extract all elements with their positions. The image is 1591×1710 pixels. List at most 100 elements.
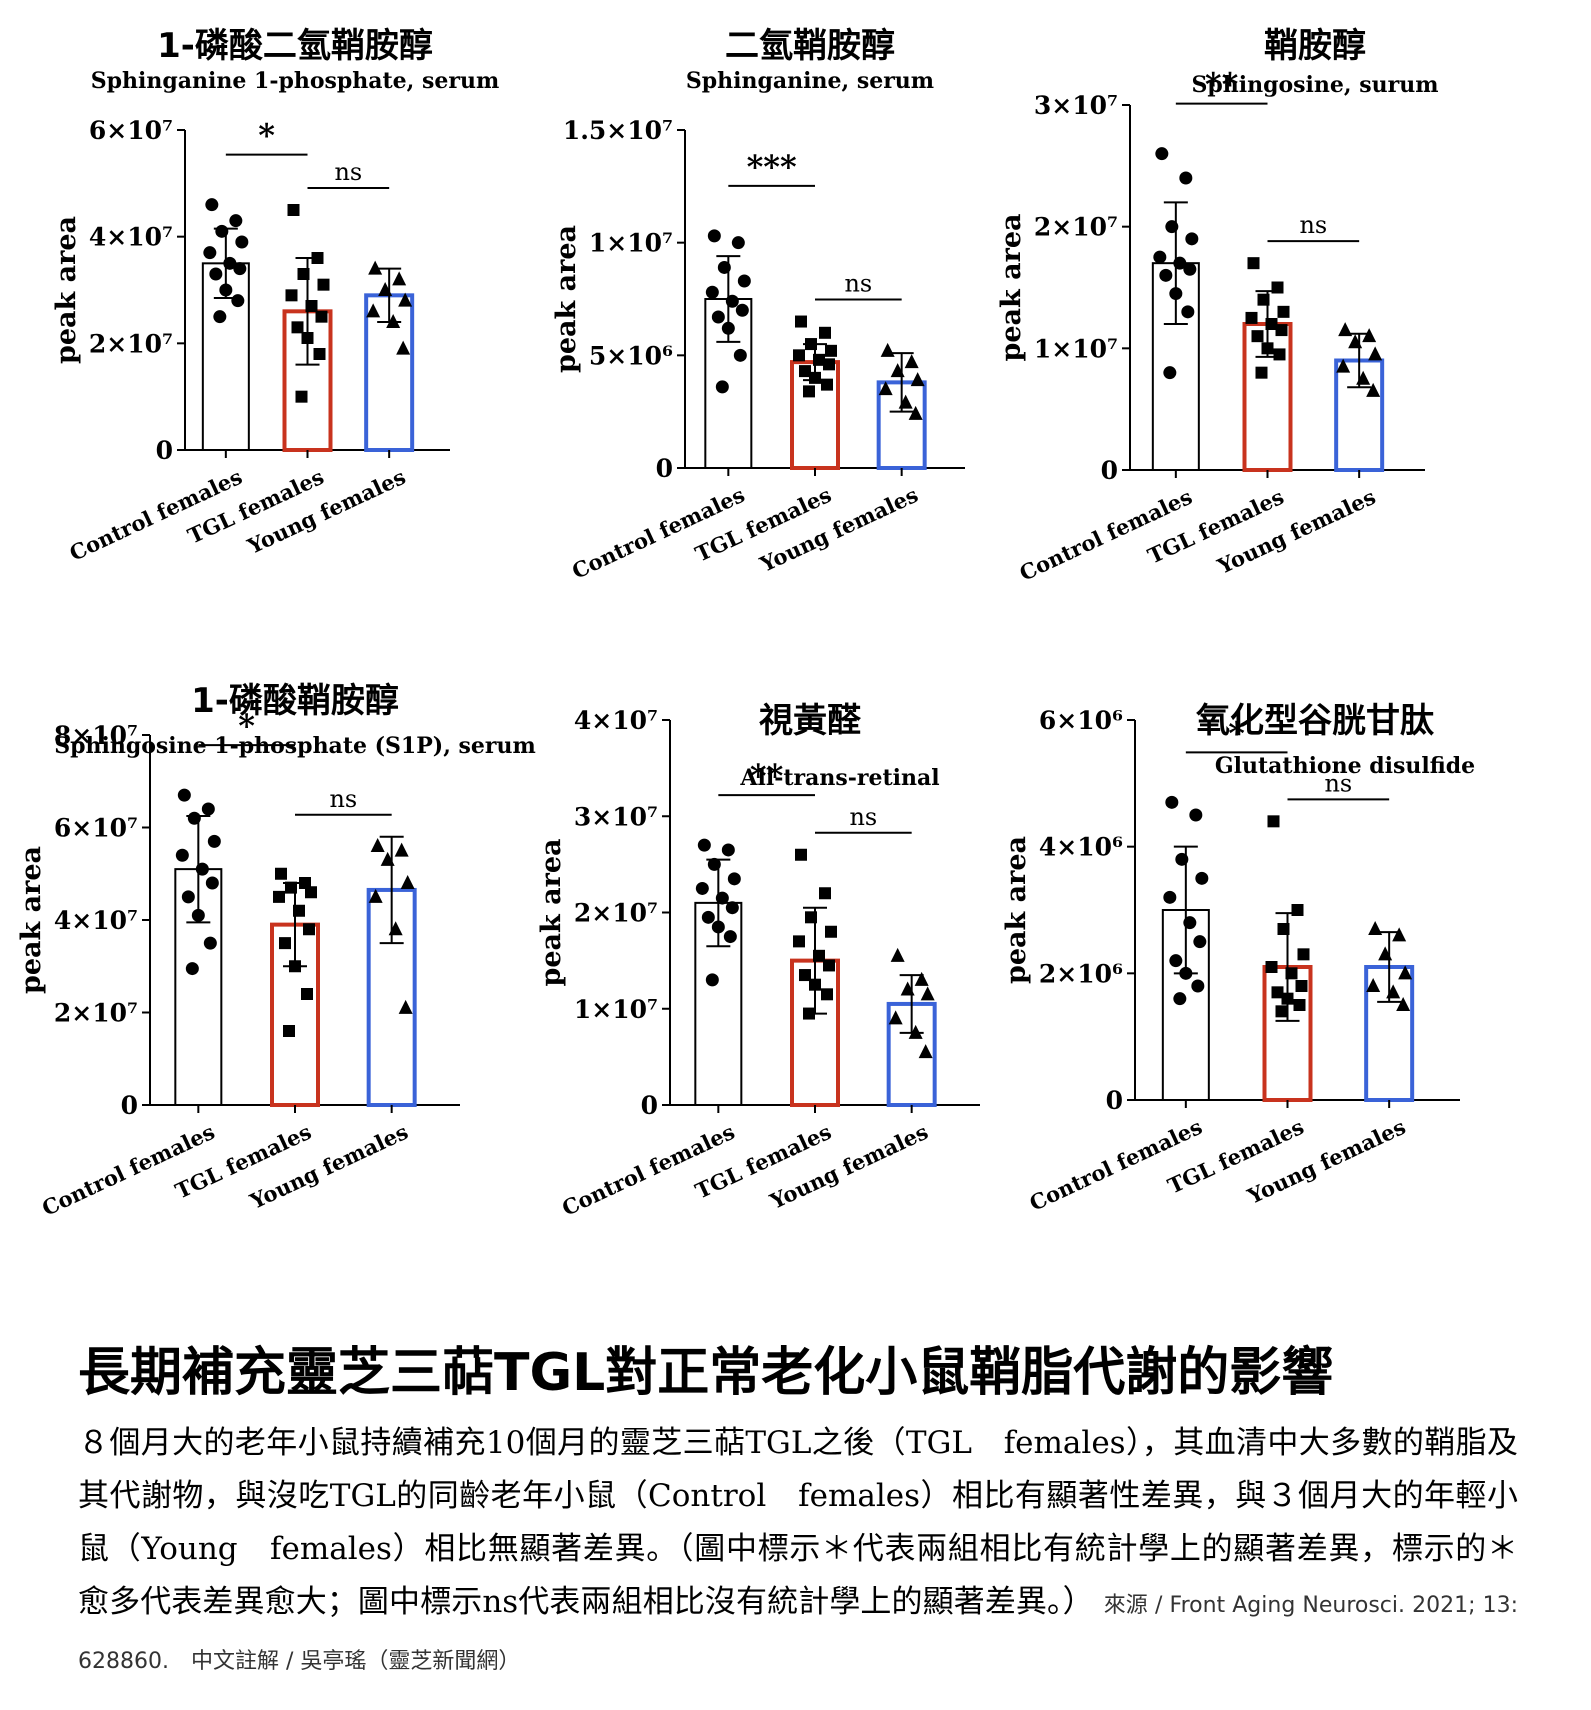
data-point: [809, 978, 821, 991]
data-point: [1271, 986, 1284, 999]
data-point: [1277, 305, 1290, 318]
data-point: [235, 235, 249, 249]
data-point: [707, 229, 721, 243]
y-tick-label: 3×10⁷: [574, 802, 658, 831]
data-point: [920, 986, 935, 1001]
bar-young: [366, 887, 417, 1107]
data-point: [711, 920, 725, 934]
data-point: [1293, 999, 1306, 1011]
significance-label: **: [750, 757, 784, 795]
data-point: [1173, 992, 1187, 1006]
data-point: [1271, 281, 1284, 294]
data-point: [1366, 382, 1381, 397]
data-point: [311, 252, 324, 264]
data-point: [1368, 346, 1383, 361]
caption-text: ８個月大的老年小鼠持續補充10個月的靈芝三萜TGL之後（TGL females）…: [78, 1425, 1518, 1620]
data-point: [1245, 311, 1258, 324]
y-tick-label: 0: [656, 454, 673, 483]
chart-panel-1: 1-磷酸二氫鞘胺醇 Sphinganine 1-phosphate, serum…: [30, 10, 560, 670]
data-point: [904, 354, 919, 369]
chart-panel-2: 二氫鞘胺醇 Sphinganine, serum 0 5×10⁶ 1×10⁷ 1.5×…: [545, 10, 1075, 670]
chart-title: Glutathione disulfide: [1214, 753, 1476, 779]
data-point: [293, 904, 305, 917]
y-axis-label: peak area: [16, 846, 47, 994]
data-point: [793, 935, 805, 948]
data-point: [303, 923, 315, 936]
data-point: [914, 971, 929, 986]
y-tick-label: 6×10⁷: [54, 814, 138, 843]
data-point: [890, 363, 905, 378]
data-point: [793, 349, 805, 362]
data-point: [1281, 992, 1294, 1005]
y-tick-label: 4×10⁷: [89, 223, 173, 252]
data-point: [213, 310, 227, 324]
data-point: [1348, 334, 1363, 349]
data-point: [370, 838, 385, 852]
data-point: [735, 303, 749, 317]
data-point: [803, 1007, 815, 1020]
data-point: [317, 278, 330, 291]
data-point: [721, 843, 735, 857]
y-tick-label: 1.5×10⁷: [563, 116, 673, 145]
significance-label: ns: [1324, 769, 1352, 797]
chart-title: Sphinganine 1-phosphate, serum: [90, 68, 500, 94]
data-point: [1297, 948, 1310, 961]
data-point: [1155, 147, 1169, 161]
data-point: [1159, 268, 1173, 282]
data-point: [1267, 815, 1280, 828]
data-point: [1163, 890, 1177, 904]
y-tick-label: 8×10⁷: [54, 721, 138, 750]
data-point: [727, 872, 741, 886]
data-point: [301, 332, 314, 344]
data-point: [201, 802, 215, 816]
data-point: [825, 925, 837, 938]
data-point: [1165, 220, 1179, 234]
data-point: [1169, 954, 1183, 968]
data-point: [1275, 324, 1288, 337]
y-tick-label: 4×10⁶: [1039, 833, 1123, 862]
data-point: [398, 999, 413, 1014]
y-tick-label: 0: [1101, 456, 1118, 485]
y-axis-label: peak area: [51, 216, 82, 364]
data-point: [1153, 250, 1167, 264]
data-point: [380, 851, 395, 866]
source-note: 來源 / Front Aging Neurosci. 2021; 13: 628…: [78, 1593, 1518, 1674]
data-point: [283, 1025, 295, 1037]
data-point: [1175, 852, 1189, 866]
data-point: [396, 340, 411, 355]
data-point: [715, 891, 729, 905]
data-point: [368, 260, 383, 275]
data-point: [285, 881, 297, 894]
data-point: [1179, 966, 1193, 980]
data-point: [825, 344, 837, 357]
significance-label: **: [1205, 66, 1239, 104]
data-point: [394, 842, 409, 857]
data-point: [799, 365, 811, 378]
chart-panel-4: 1-磷酸鞘胺醇 Sphingosine 1-phosphate (S1P), s…: [16, 665, 560, 1325]
significance-label: ns: [849, 803, 877, 831]
data-point: [1362, 328, 1377, 343]
data-point: [795, 315, 807, 328]
data-point: [715, 380, 729, 394]
data-point: [1165, 795, 1179, 809]
data-point: [378, 282, 393, 296]
data-point: [823, 358, 835, 371]
data-point: [273, 890, 285, 903]
data-point: [705, 285, 719, 299]
chart-title: Sphingosine, surum: [1191, 72, 1439, 98]
data-point: [313, 348, 326, 360]
data-point: [809, 371, 821, 384]
headline: 長期補充靈芝三萜TGL對正常老化小鼠鞘脂代謝的影響: [78, 1343, 1334, 1403]
y-tick-label: 0: [641, 1091, 658, 1120]
data-point: [697, 838, 711, 852]
data-point: [195, 862, 209, 876]
data-point: [1261, 342, 1274, 355]
data-point: [1265, 961, 1278, 973]
data-point: [1291, 904, 1304, 916]
chart-svg: 0 1×10⁷ 2×10⁷ 3×10⁷ 4×10⁷ peak area Control fe…: [536, 706, 980, 1221]
data-point: [1193, 935, 1207, 949]
data-point: [388, 921, 403, 936]
category-label: Control females: [558, 1119, 738, 1221]
y-tick-label: 2×10⁷: [54, 999, 138, 1028]
